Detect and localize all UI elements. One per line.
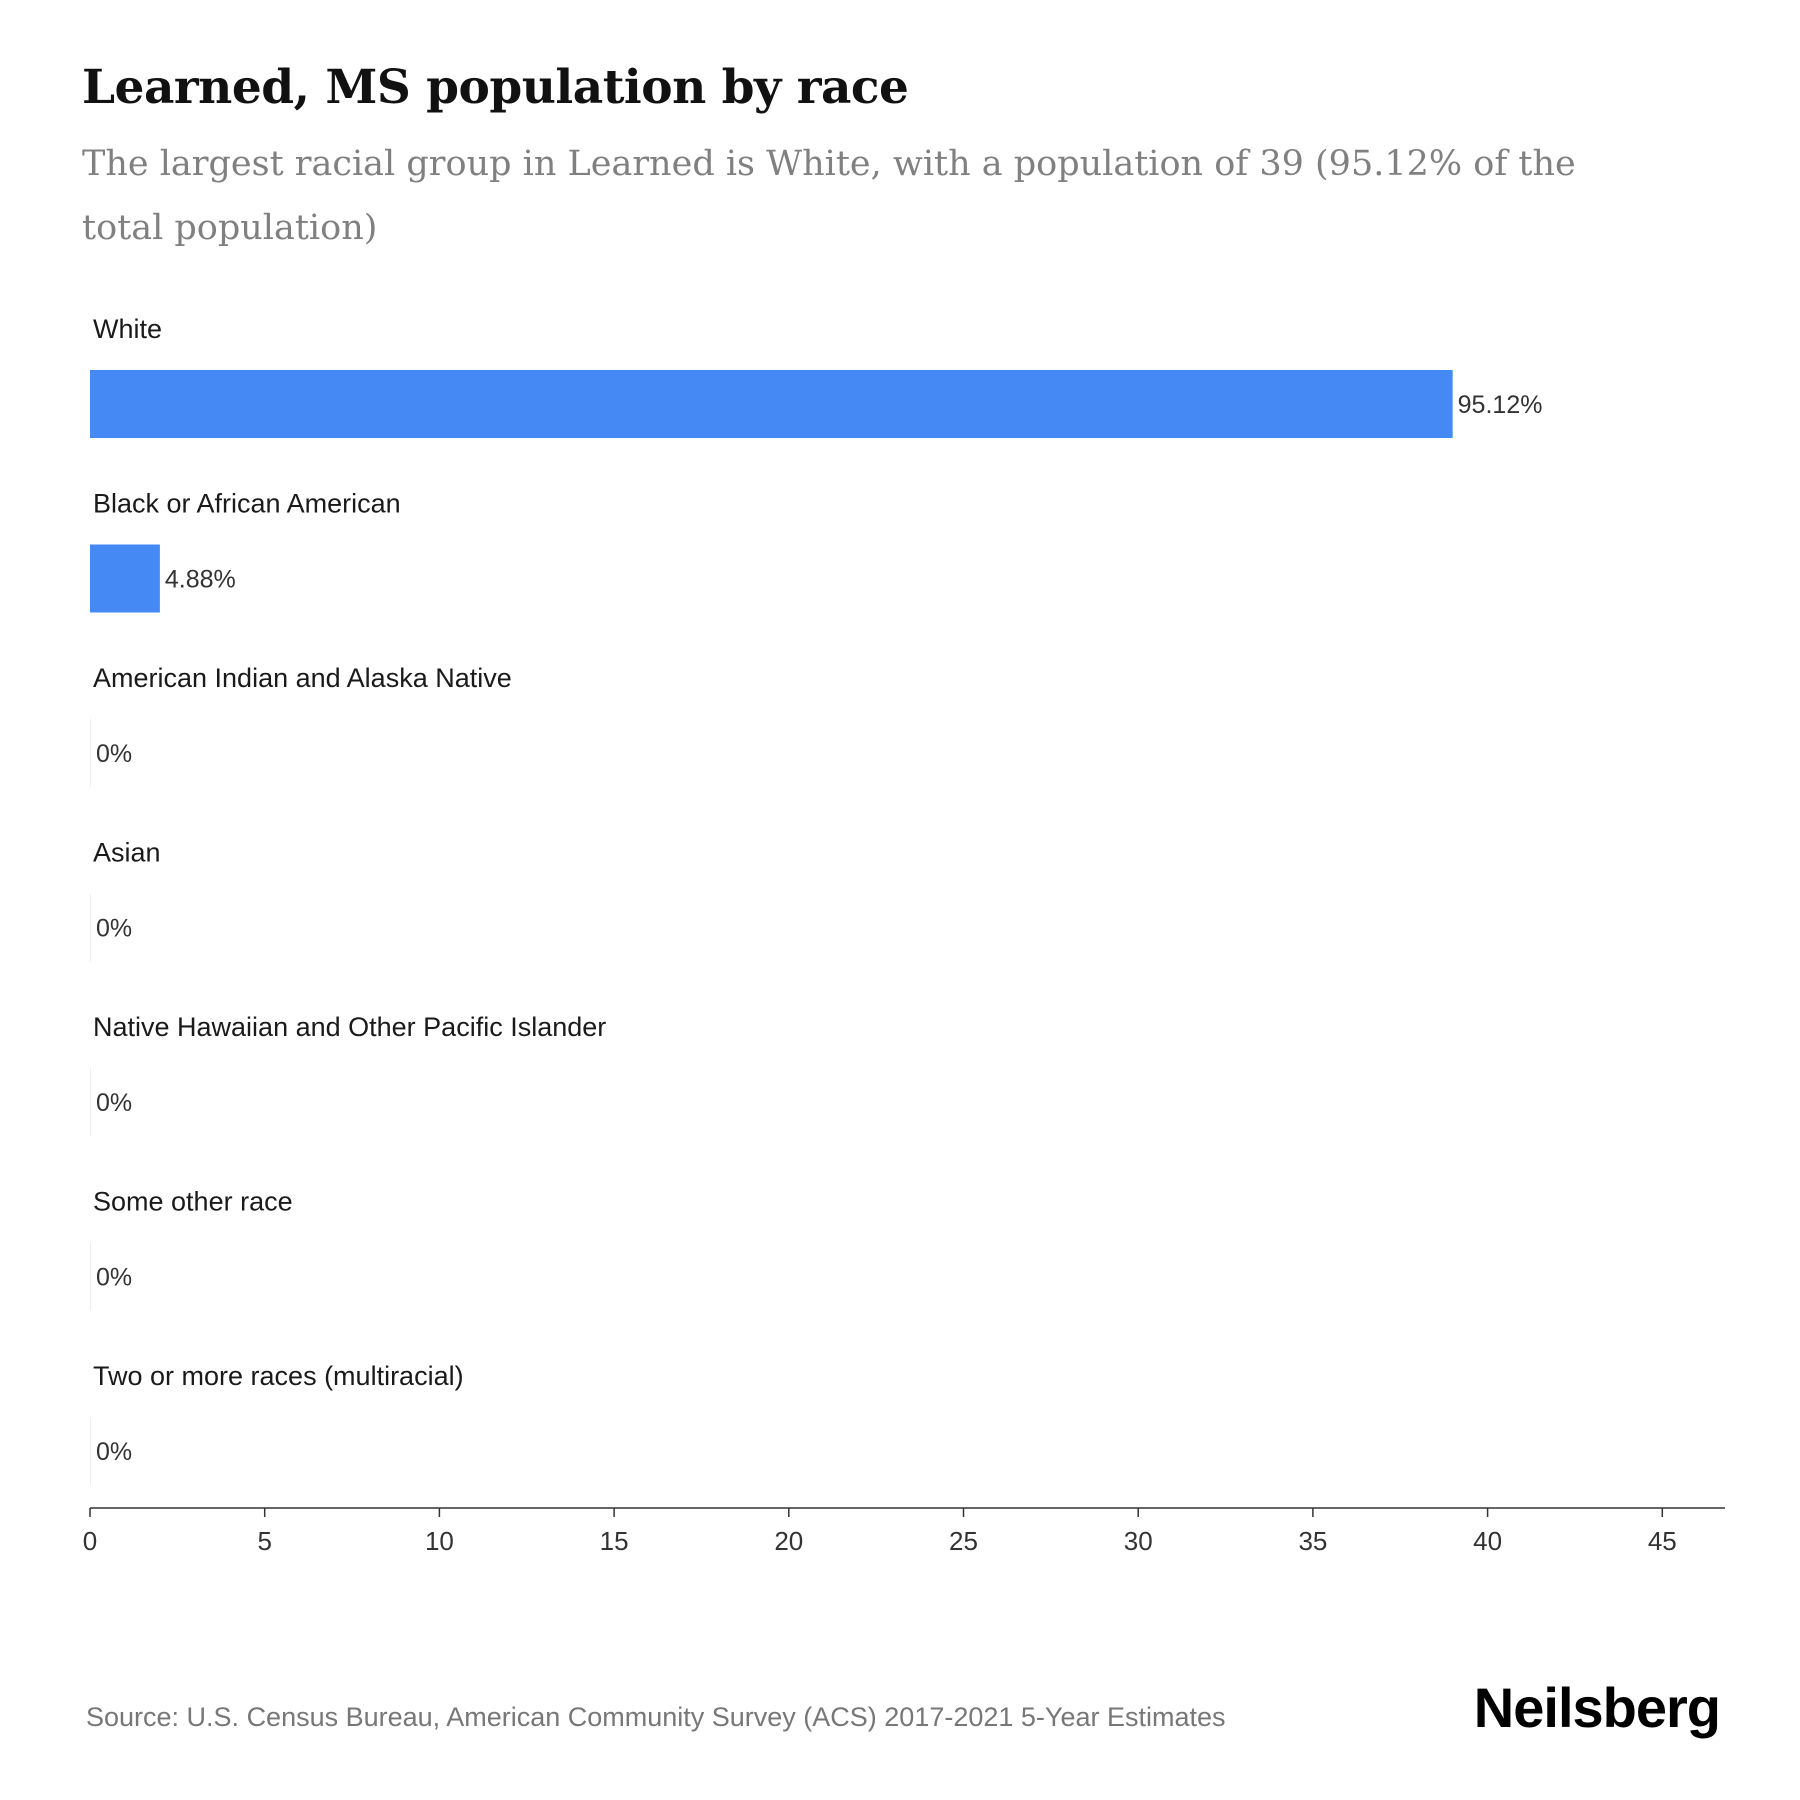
x-tick-label: 25 [949,1526,978,1556]
x-tick-label: 0 [83,1526,97,1556]
bar [90,1242,91,1311]
x-tick-label: 15 [600,1526,629,1556]
x-tick-label: 30 [1124,1526,1153,1556]
data-label: 0% [96,1438,132,1466]
bar [90,1417,91,1485]
category-label: Black or African American [93,489,401,519]
bar [90,893,91,962]
x-tick-label: 40 [1473,1526,1502,1556]
x-tick-label: 20 [774,1526,803,1556]
data-label: 0% [96,740,132,768]
bar [90,1068,91,1136]
source-note: Source: U.S. Census Bureau, American Com… [86,1702,1226,1732]
data-label: 95.12% [1458,391,1543,419]
category-label: Native Hawaiian and Other Pacific Island… [93,1012,606,1042]
bar [90,719,91,787]
category-label: Asian [93,838,161,868]
chart-title: Learned, MS population by race [82,60,909,115]
x-tick-label: 5 [257,1526,271,1556]
neilsberg-logo: Neilsberg [1473,1676,1721,1739]
data-label: 0% [96,1264,132,1292]
bar [90,544,160,613]
category-label: American Indian and Alaska Native [93,663,512,693]
category-label: White [93,314,162,344]
x-tick-label: 10 [425,1526,454,1556]
data-label: 4.88% [165,566,236,594]
x-tick-label: 45 [1648,1526,1677,1556]
category-label: Some other race [93,1187,293,1217]
data-label: 0% [96,1089,132,1117]
data-label: 0% [96,915,132,943]
category-label: Two or more races (multiracial) [93,1361,464,1391]
bar [90,370,1453,438]
x-tick-label: 35 [1298,1526,1327,1556]
chart-subtitle: The largest racial group in Learned is W… [82,144,1576,248]
